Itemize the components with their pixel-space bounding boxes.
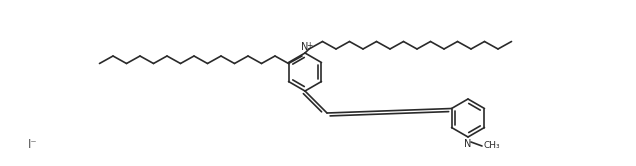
Text: I⁻: I⁻ — [28, 138, 38, 152]
Text: CH₃: CH₃ — [483, 141, 500, 151]
Text: +: + — [307, 41, 313, 50]
Text: N: N — [301, 42, 308, 52]
Text: N: N — [464, 139, 472, 149]
